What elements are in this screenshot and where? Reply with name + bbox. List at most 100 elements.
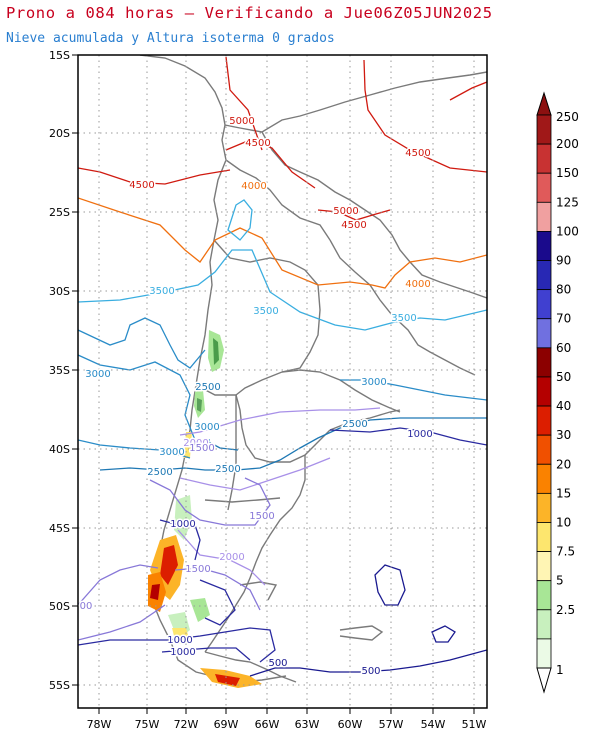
longitude-label: 66W	[255, 718, 280, 731]
colorbar-label: 15	[556, 486, 571, 500]
colorbar-swatch	[536, 522, 552, 552]
contour-label: 1500	[185, 564, 210, 575]
contour-label: 4500	[341, 220, 366, 231]
contour-label: 1000	[170, 519, 195, 530]
latitude-label: 45S	[49, 522, 70, 535]
colorbar-label: 30	[556, 428, 571, 442]
contour-labels-layer: 5000 4500 4500 4500 4500 5000 4000 4000 3500 3500…	[78, 115, 434, 679]
colorbar-swatch	[536, 376, 552, 407]
longitude-label: 75W	[135, 718, 160, 731]
contour-label: 3000	[194, 422, 219, 433]
contour-label: 3000	[159, 447, 184, 458]
colorbar-label: 5	[556, 574, 564, 588]
colorbar-swatch	[536, 318, 552, 349]
contour-label: 2500	[195, 382, 220, 393]
colorbar-swatch	[536, 580, 552, 611]
longitude-label: 51W	[462, 718, 487, 731]
map-title: Prono a 084 horas — Verificando a Jue06Z…	[6, 4, 493, 22]
contour-label: 3500	[253, 306, 278, 317]
coastline-layer	[139, 55, 487, 683]
longitude-label: 78W	[87, 718, 112, 731]
colorbar-label: 50	[556, 370, 571, 384]
longitude-label: 54W	[421, 718, 446, 731]
colorbar-swatch	[536, 609, 552, 640]
contour-label: 3000	[85, 369, 110, 380]
colorbar-label: 10	[556, 515, 571, 529]
contour-label: 3500	[149, 286, 174, 297]
contour-label: 2500	[342, 419, 367, 430]
contour-label: 2000	[183, 438, 208, 449]
colorbar-swatch	[536, 492, 552, 523]
contour-label: 1000	[170, 647, 195, 658]
longitude-label: 60W	[338, 718, 363, 731]
colorbar-swatch	[536, 172, 552, 203]
longitude-label: 63W	[295, 718, 320, 731]
colorbar-swatch	[536, 638, 552, 669]
colorbar-swatch	[536, 143, 552, 174]
contour-label: 3500	[391, 313, 416, 324]
latitude-label: 40S	[49, 443, 70, 456]
colorbar-label: 1	[556, 663, 564, 677]
latitude-label: 30S	[49, 285, 70, 298]
contour-label: 2000	[219, 552, 244, 563]
contour-label: 2500	[215, 464, 240, 475]
colorbar-bottom-arrow	[536, 667, 552, 694]
colorbar-label: 200	[556, 137, 579, 151]
latitude-label: 20S	[49, 127, 70, 140]
contour-label: 5000	[333, 206, 358, 217]
colorbar-label: 2.5	[556, 603, 575, 617]
contour-label: 1000	[167, 635, 192, 646]
colorbar-swatch	[536, 434, 552, 465]
colorbar-label: 80	[556, 283, 571, 297]
latitude-label: 55S	[49, 679, 70, 692]
longitude-label: 57W	[379, 718, 404, 731]
contour-label: 4000	[241, 181, 266, 192]
colorbar-label: 7.5	[556, 545, 575, 559]
colorbar-top-arrow	[536, 91, 552, 116]
longitude-label: 69W	[214, 718, 239, 731]
contour-label: 2500	[147, 467, 172, 478]
map-frame	[77, 54, 488, 709]
latitude-labels: 15S 20S 25S 30S 35S 40S 45S 50S 55S	[49, 49, 70, 692]
colorbar-label: 125	[556, 195, 579, 209]
contour-label: 1500	[189, 443, 214, 454]
latitude-label: 15S	[49, 49, 70, 62]
graticule-layer	[72, 54, 488, 714]
colorbar-swatch	[536, 405, 552, 436]
contour-label: 4500	[129, 180, 154, 191]
map-subtitle: Nieve acumulada y Altura isoterma 0 grad…	[6, 31, 335, 46]
colorbar-swatch	[536, 114, 552, 145]
colorbar-swatch	[536, 260, 552, 291]
colorbar-swatch	[536, 463, 552, 494]
contour-label: 500	[361, 666, 380, 677]
colorbar-label: 100	[556, 224, 579, 238]
colorbar-label: 90	[556, 254, 571, 268]
contour-label: 500	[268, 658, 287, 669]
latitude-label: 50S	[49, 600, 70, 613]
colorbar-swatch	[536, 289, 552, 320]
contour-label: 4500	[245, 138, 270, 149]
colorbar-label: 40	[556, 399, 571, 413]
contour-label: 00	[80, 601, 93, 612]
latitude-label: 35S	[49, 364, 70, 377]
colorbar-label: 70	[556, 312, 571, 326]
colorbar-label: 20	[556, 457, 571, 471]
contour-label: 5000	[229, 116, 254, 127]
contour-label: 4000	[405, 279, 430, 290]
colorbar-legend: 250 200 150 125 100 90 80 70 60 50 40 30 20 15 10 7.5 5 2…	[536, 91, 579, 694]
colorbar-swatch	[536, 201, 552, 232]
colorbar-label: 250	[556, 110, 579, 124]
latitude-label: 25S	[49, 206, 70, 219]
longitude-labels: 78W 75W 72W 69W 66W 63W 60W 57W 54W 51W	[87, 718, 487, 731]
contour-label: 1500	[249, 511, 274, 522]
contour-label: 1000	[407, 429, 432, 440]
contour-label: 4500	[405, 148, 430, 159]
colorbar-swatch	[536, 347, 552, 378]
colorbar-label: 60	[556, 341, 571, 355]
colorbar-swatch	[536, 231, 552, 261]
colorbar-swatch	[536, 551, 552, 582]
contour-label: 3000	[361, 377, 386, 388]
colorbar-label: 150	[556, 166, 579, 180]
longitude-label: 72W	[174, 718, 199, 731]
